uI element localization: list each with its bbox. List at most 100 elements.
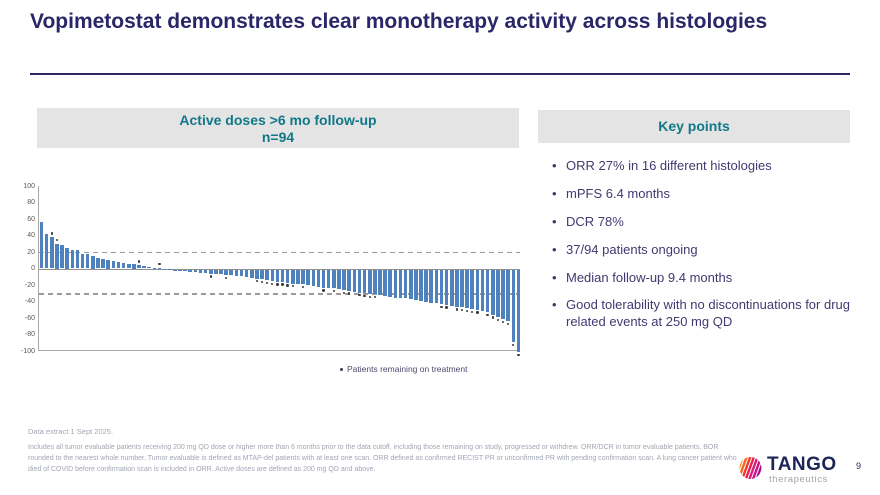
waterfall-bar (173, 269, 177, 271)
waterfall-bar (152, 267, 157, 269)
logo-name: TANGO (767, 454, 837, 475)
ongoing-patient-marker (209, 275, 212, 278)
waterfall-bar (275, 269, 280, 282)
zero-axis-line (39, 268, 520, 270)
waterfall-bar (234, 269, 239, 277)
waterfall-bar (516, 269, 521, 352)
waterfall-bar (65, 247, 69, 269)
waterfall-bar (270, 269, 275, 282)
waterfall-bar (403, 269, 408, 299)
ongoing-patient-marker (501, 320, 505, 323)
waterfall-bar (101, 258, 105, 269)
waterfall-bar (475, 269, 480, 310)
waterfall-bar (142, 266, 146, 269)
ongoing-patient-marker (440, 305, 443, 309)
waterfall-bar (321, 269, 326, 288)
waterfall-bar (167, 268, 172, 269)
ongoing-patient-marker (332, 289, 336, 293)
tango-logo: TANGO therapeutics (738, 455, 837, 485)
waterfall-bar (455, 269, 459, 307)
waterfall-bar (193, 269, 198, 272)
tango-logo-icon (738, 456, 763, 480)
ongoing-patient-marker (276, 283, 279, 286)
waterfall-bar (342, 269, 346, 291)
ongoing-patient-marker (358, 294, 361, 297)
ongoing-patient-marker (271, 282, 274, 285)
chart-header-line1: Active doses >6 mo follow-up (179, 112, 377, 128)
legend-dot-icon (340, 367, 343, 371)
waterfall-bar (157, 267, 162, 269)
ongoing-patient-marker (506, 322, 510, 326)
ongoing-patient-marker (512, 343, 515, 346)
y-axis-tick-label: -80 (24, 331, 35, 338)
logo-subtitle: therapeutics (769, 474, 828, 485)
key-points-header: Key points (538, 110, 850, 143)
ongoing-patient-marker (465, 309, 469, 313)
ongoing-patient-marker (55, 238, 59, 242)
waterfall-bar (511, 269, 516, 343)
waterfall-bar (383, 269, 387, 296)
waterfall-bar (55, 243, 59, 269)
waterfall-bar (132, 264, 136, 269)
waterfall-bar (203, 269, 208, 273)
waterfall-bar (229, 269, 234, 276)
reference-line--30 (39, 293, 520, 295)
ongoing-patient-marker (224, 276, 228, 280)
waterfall-bar (91, 256, 95, 269)
ongoing-patient-marker (50, 232, 53, 235)
y-axis-tick-label: 20 (27, 248, 35, 256)
waterfall-bar (311, 269, 316, 286)
waterfall-bar (460, 269, 464, 308)
y-axis-tick-label: 80 (27, 199, 35, 206)
y-axis-tick-label: -40 (24, 298, 35, 305)
y-axis: 100 80 60 40 20 0 -20 -40 -60 -80 -100 (8, 182, 35, 355)
waterfall-bar (296, 269, 300, 285)
ongoing-patient-marker (368, 295, 371, 299)
waterfall-bar (352, 269, 357, 292)
waterfall-bar (162, 268, 167, 269)
waterfall-bar (501, 269, 505, 319)
key-point-item: Good tolerability with no discontinuatio… (552, 297, 852, 331)
key-point-item: Median follow-up 9.4 months (552, 270, 852, 287)
key-point-item: ORR 27% in 16 different histologies (552, 158, 852, 175)
waterfall-bar (480, 269, 485, 311)
ongoing-patient-marker (496, 318, 500, 322)
waterfall-bar (106, 260, 110, 269)
slide-title: Vopimetostat demonstrates clear monother… (30, 10, 768, 33)
ongoing-patient-marker (486, 313, 489, 317)
y-axis-tick-label: -20 (24, 281, 35, 289)
waterfall-bar (367, 269, 372, 295)
waterfall-bar (147, 266, 152, 269)
waterfall-bar (39, 222, 44, 269)
page-number: 9 (856, 461, 862, 471)
title-underline (30, 73, 850, 75)
ongoing-patient-marker (291, 285, 294, 288)
waterfall-bar (373, 269, 377, 295)
waterfall-bar (449, 269, 454, 306)
ongoing-patient-marker (286, 284, 289, 287)
ongoing-patient-marker (471, 310, 474, 313)
waterfall-bar (60, 244, 64, 269)
chart-header-line2: n=94 (261, 128, 295, 145)
reference-line-20 (39, 252, 520, 254)
waterfall-bar (301, 269, 305, 285)
y-axis-tick-label: 0 (31, 265, 35, 272)
waterfall-bar (491, 269, 495, 315)
waterfall-bar (291, 269, 295, 284)
y-axis-tick-label: 100 (23, 182, 35, 190)
footnote-methodology: Includes all tumor evaluable patients re… (28, 444, 737, 473)
ongoing-patient-marker (301, 285, 305, 289)
waterfall-bar (260, 269, 264, 280)
waterfall-chart: 100 80 60 40 20 0 -20 -40 -60 -80 -100 (8, 182, 521, 356)
waterfall-bar (393, 269, 398, 298)
waterfall-bar (378, 269, 382, 296)
waterfall-bar (326, 269, 331, 288)
waterfall-bar (398, 269, 403, 299)
ongoing-patient-marker (322, 289, 325, 292)
waterfall-bar (80, 253, 85, 269)
legend-label: Patients remaining on treatment (347, 364, 468, 374)
waterfall-bar (419, 269, 423, 301)
waterfall-bar (434, 269, 439, 304)
ongoing-patient-marker (348, 292, 351, 295)
